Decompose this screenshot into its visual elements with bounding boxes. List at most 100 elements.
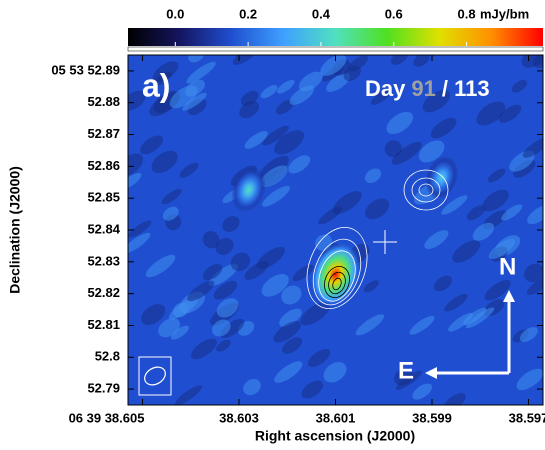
noise-blob [169, 85, 198, 109]
noise-blob [273, 321, 301, 343]
noise-blob [276, 79, 295, 94]
noise-blob [261, 274, 289, 297]
noise-blob [139, 135, 164, 155]
noise-texture [128, 55, 543, 405]
noise-blob [179, 162, 199, 178]
y-axis-label: Declination (J2000) [7, 166, 23, 294]
noise-blob [208, 263, 239, 286]
colorbar-tick-label: 0.2 [239, 6, 257, 21]
noise-blob [275, 99, 295, 115]
image-area: N E a) Day 91 / 113 [128, 55, 543, 405]
noise-blob [230, 252, 251, 272]
noise-blob [243, 378, 261, 396]
noise-blob [151, 150, 178, 173]
noise-blob [274, 361, 303, 383]
noise-blob [162, 206, 179, 221]
noise-blob [307, 349, 331, 367]
noise-blob [386, 111, 414, 135]
noise-blob [153, 71, 172, 87]
noise-blob [433, 275, 453, 292]
noise-blob [364, 168, 382, 184]
noise-blob [261, 185, 290, 207]
y-tick-label: 52.81 [87, 317, 120, 332]
noise-blob [409, 315, 435, 335]
contour [332, 277, 342, 291]
noise-blob [212, 319, 231, 337]
noise-blob [128, 232, 151, 254]
colorbar-unit: mJy/bm [480, 6, 529, 21]
x-tick-label: 38.603 [219, 410, 259, 425]
noise-blob [128, 220, 152, 238]
day-label: Day 91 / 113 [365, 76, 490, 101]
colorbar-tick-label: 0.0 [166, 6, 184, 21]
noise-blob [279, 308, 302, 327]
noise-blob [343, 65, 361, 82]
noise-blob [244, 131, 268, 149]
noise-blob [281, 285, 302, 305]
y-tick-label: 52.84 [87, 221, 120, 236]
east-head [425, 367, 437, 379]
noise-blob [256, 246, 285, 270]
y-tick-label: 52.88 [87, 94, 120, 109]
contour [312, 238, 362, 306]
noise-blob [289, 85, 315, 105]
north-head [503, 290, 515, 302]
contours [306, 169, 449, 310]
noise-blob [170, 325, 189, 340]
noise-blob [466, 205, 486, 221]
noise-blob [516, 368, 543, 391]
noise-blob [182, 92, 207, 111]
y-tick-label: 05 53 52.89 [51, 62, 120, 77]
compass-arrows [425, 290, 515, 379]
noise-blob [158, 318, 181, 338]
noise-blob [527, 205, 543, 225]
day-part: Day [365, 76, 406, 101]
noise-blob [422, 89, 451, 113]
noise-blob [216, 339, 231, 352]
contour [411, 177, 441, 203]
x-tick-label: 38.599 [412, 410, 452, 425]
noise-blob [441, 195, 468, 215]
noise-blob [370, 88, 393, 105]
noise-blob [318, 206, 343, 225]
noise-blob [292, 264, 314, 282]
x-tick-label: 38.601 [316, 410, 356, 425]
noise-blob [511, 79, 528, 93]
cross [373, 230, 397, 254]
y-tick-label: 52.82 [87, 285, 120, 300]
y-tick-label: 52.85 [87, 190, 120, 205]
x-tick-label: 06 39 38.605 [69, 410, 145, 425]
noise-blob [187, 280, 215, 302]
noise-blob [260, 85, 278, 99]
noise-blob [161, 189, 182, 205]
day-part: 91 [411, 76, 435, 101]
day-part: / 113 [442, 76, 490, 101]
noise-blob [484, 279, 511, 301]
noise-blob [128, 172, 142, 189]
noise-blob [213, 280, 238, 300]
noise-blob [443, 393, 466, 405]
noise-blob [301, 380, 324, 399]
noise-blob [323, 362, 347, 383]
noise-blob [145, 254, 176, 278]
noise-blob [216, 298, 239, 318]
noise-blob [390, 55, 409, 65]
noise-blob [298, 71, 323, 92]
noise-blob [363, 280, 380, 293]
colorbar-tick-label: 0.6 [385, 6, 403, 21]
noise-blob [128, 153, 144, 178]
noise-blob [202, 231, 220, 249]
noise-blob [202, 263, 223, 281]
noise-blob [526, 276, 543, 295]
noise-blob [282, 337, 303, 354]
noise-blob [521, 55, 543, 68]
noise-blob [260, 165, 288, 188]
noise-blob [482, 189, 509, 212]
noise-blob [186, 61, 216, 84]
noise-blob [320, 55, 347, 76]
noise-blob [448, 312, 474, 332]
noise-blob [418, 140, 445, 163]
noise-blob [519, 327, 538, 342]
